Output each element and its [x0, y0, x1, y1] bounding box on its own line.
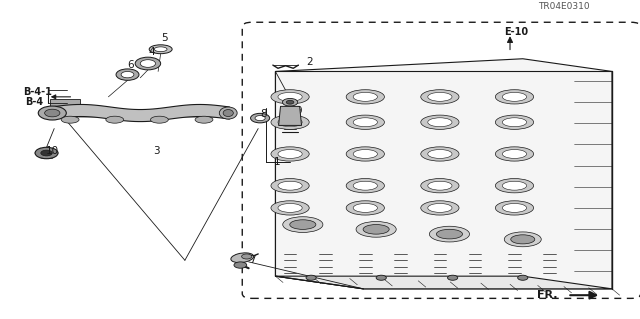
Ellipse shape	[223, 109, 234, 116]
Ellipse shape	[428, 118, 452, 127]
Ellipse shape	[220, 107, 237, 119]
Text: TR04E0310: TR04E0310	[538, 2, 590, 11]
Text: 2: 2	[306, 57, 312, 67]
Circle shape	[518, 275, 528, 280]
Circle shape	[121, 71, 134, 78]
Ellipse shape	[106, 116, 124, 123]
Ellipse shape	[502, 181, 527, 190]
Ellipse shape	[271, 147, 309, 161]
Circle shape	[306, 275, 316, 280]
Circle shape	[376, 275, 387, 280]
Ellipse shape	[420, 201, 459, 215]
Text: B-4-1: B-4-1	[23, 87, 52, 97]
Ellipse shape	[420, 147, 459, 161]
Ellipse shape	[278, 118, 302, 127]
Ellipse shape	[502, 204, 527, 212]
Ellipse shape	[420, 115, 459, 130]
Circle shape	[38, 106, 67, 120]
Circle shape	[242, 254, 252, 259]
Text: 3: 3	[153, 146, 159, 156]
Text: FR.: FR.	[538, 290, 558, 300]
Ellipse shape	[502, 93, 527, 101]
Polygon shape	[275, 276, 612, 289]
Ellipse shape	[231, 253, 253, 263]
Text: 10: 10	[46, 146, 59, 156]
Ellipse shape	[278, 204, 302, 212]
Bar	[50, 100, 81, 109]
Polygon shape	[275, 59, 612, 289]
Circle shape	[284, 113, 296, 119]
Ellipse shape	[271, 115, 309, 130]
Circle shape	[35, 147, 58, 159]
Ellipse shape	[429, 226, 470, 242]
Circle shape	[234, 262, 247, 268]
Ellipse shape	[495, 147, 534, 161]
Ellipse shape	[420, 179, 459, 193]
Circle shape	[286, 100, 294, 104]
Ellipse shape	[353, 150, 378, 159]
Ellipse shape	[428, 150, 452, 159]
Ellipse shape	[346, 115, 385, 130]
Ellipse shape	[504, 232, 541, 247]
Ellipse shape	[290, 220, 316, 229]
Ellipse shape	[356, 221, 396, 237]
Polygon shape	[278, 106, 301, 125]
Ellipse shape	[502, 118, 527, 127]
Circle shape	[282, 99, 298, 106]
Ellipse shape	[149, 45, 172, 54]
Ellipse shape	[495, 201, 534, 215]
Text: 9: 9	[295, 106, 302, 116]
Ellipse shape	[271, 179, 309, 193]
Circle shape	[135, 57, 161, 70]
Ellipse shape	[154, 47, 167, 52]
Ellipse shape	[353, 204, 378, 212]
Ellipse shape	[363, 225, 389, 234]
Text: 8: 8	[260, 109, 267, 119]
Ellipse shape	[502, 150, 527, 159]
Ellipse shape	[353, 181, 378, 190]
Ellipse shape	[353, 93, 378, 101]
Ellipse shape	[428, 93, 452, 101]
Ellipse shape	[61, 116, 79, 123]
Ellipse shape	[511, 235, 535, 244]
Ellipse shape	[278, 181, 302, 190]
Ellipse shape	[428, 204, 452, 212]
Circle shape	[447, 275, 458, 280]
Ellipse shape	[420, 90, 459, 104]
Ellipse shape	[278, 93, 302, 101]
Text: B-4: B-4	[26, 97, 44, 107]
Circle shape	[45, 109, 60, 117]
Polygon shape	[51, 104, 230, 122]
Ellipse shape	[150, 116, 168, 123]
Ellipse shape	[353, 118, 378, 127]
Text: 7: 7	[248, 255, 255, 265]
Text: 5: 5	[161, 33, 168, 43]
Circle shape	[255, 115, 265, 121]
Circle shape	[41, 150, 52, 156]
Circle shape	[116, 69, 139, 80]
Ellipse shape	[346, 179, 385, 193]
Ellipse shape	[346, 90, 385, 104]
Ellipse shape	[495, 179, 534, 193]
Text: 4: 4	[148, 48, 155, 57]
Text: 6: 6	[127, 60, 134, 70]
Ellipse shape	[495, 90, 534, 104]
Text: 1: 1	[274, 157, 281, 167]
Ellipse shape	[283, 217, 323, 233]
Ellipse shape	[195, 116, 213, 123]
Ellipse shape	[278, 150, 302, 159]
Ellipse shape	[495, 115, 534, 130]
Ellipse shape	[346, 201, 385, 215]
Ellipse shape	[271, 90, 309, 104]
Ellipse shape	[271, 201, 309, 215]
Ellipse shape	[346, 147, 385, 161]
Text: E-10: E-10	[504, 27, 528, 37]
Ellipse shape	[436, 229, 463, 239]
Circle shape	[140, 60, 156, 67]
Ellipse shape	[428, 181, 452, 190]
Circle shape	[250, 113, 269, 123]
